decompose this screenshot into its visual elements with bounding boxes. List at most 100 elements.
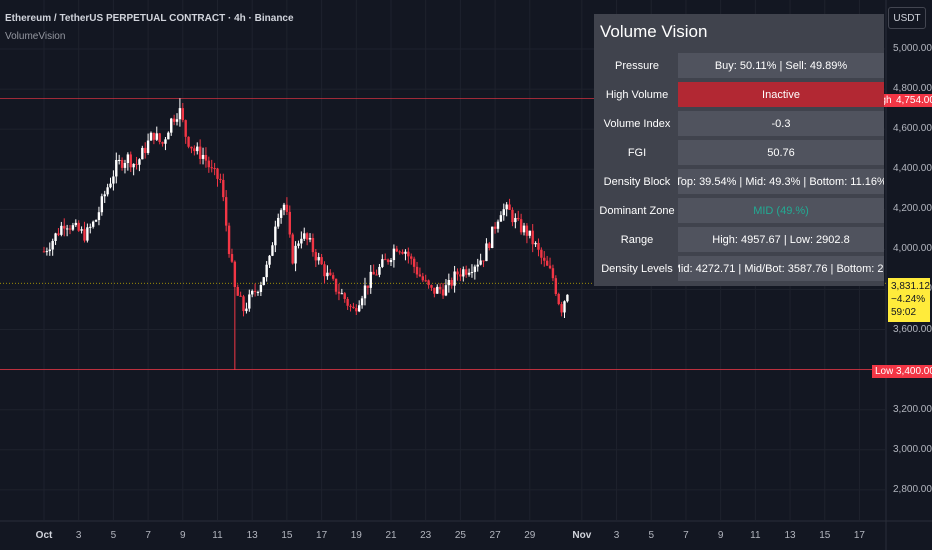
candle-body [470,271,474,273]
candle-body [430,285,433,288]
candle-body [508,204,511,210]
price-tick-label: 4,600.00 [893,123,932,135]
candle-body [424,280,427,282]
candle-body [384,259,387,261]
candle-body [222,179,225,198]
candle-body [303,233,306,239]
panel-row-label: Range [620,233,654,246]
panel-row-label: Dominant Zone [599,204,675,217]
candle-body [294,245,297,264]
candle-body [129,154,132,168]
candle-body [305,233,309,240]
candle-body [395,248,398,252]
panel-row-label: Density Block [603,175,671,188]
high-price-tag: 4,754.00 [893,94,932,107]
candle-body [357,305,361,312]
candle-body [117,159,121,161]
candle-body [418,274,422,277]
candle-body [464,269,468,275]
candle-body [109,183,112,188]
candle-body [103,194,106,197]
candle-body [97,212,101,221]
candle-body [548,265,552,269]
candle-body [340,293,344,295]
candle-body [259,284,263,292]
candle-body [204,154,208,161]
candle-body [378,266,381,275]
candle-body [279,210,283,218]
candle-body [230,254,234,262]
candle-body [404,251,407,254]
candle-body [522,225,526,233]
candle-body [410,256,413,259]
candle-body [447,280,451,286]
candle-body [366,285,370,288]
price-tick-label: 3,000.00 [893,443,932,455]
candle-body [161,142,164,144]
candle-body [459,274,462,277]
price-tick-label: 4,000.00 [893,243,932,255]
price-tick-label: 3,600.00 [893,323,932,335]
candle-body [210,167,213,169]
panel-title: Volume Vision [600,22,708,41]
candle-body [323,264,326,277]
candle-body [297,243,300,246]
candle-body [308,237,312,240]
panel-row-value: Buy: 50.11% | Sell: 49.89% [678,53,884,78]
indicator-name[interactable]: VolumeVision [5,31,66,42]
date-tick-label: 27 [489,530,501,541]
candle-body [167,132,170,140]
panel-row-value: Top/Mid: 4272.71 | Mid/Bot: 3587.76 | Bo… [678,256,884,281]
candle-body [543,257,546,261]
candle-body [274,226,277,246]
candle-body [360,298,364,306]
candle-body [190,146,193,149]
date-tick-label: 7 [683,530,689,541]
candle-body [141,147,144,160]
date-tick-label: 29 [524,530,536,541]
candle-body [83,229,86,241]
candle-body [201,154,205,159]
candle-body [462,269,465,277]
price-tick-label: 4,400.00 [893,163,932,175]
candle-body [248,294,251,309]
candle-body [100,196,104,213]
candle-body [155,133,158,140]
panel-row-label: Density Levels [601,262,673,275]
candle-body [453,271,456,286]
candle-body [77,222,80,231]
candle-body [245,308,248,312]
candle-body [242,296,245,312]
candle-body [441,289,445,296]
candle-body [60,225,63,235]
candle-body [45,251,49,253]
date-tick-label: 21 [385,530,397,541]
currency-button[interactable]: USDT [888,7,926,29]
candle-body [138,159,141,165]
candle-body [412,258,416,267]
candle-body [311,237,315,253]
candle-body [450,280,453,286]
candle-body [277,217,280,227]
candle-body [291,234,294,264]
candle-body [285,204,289,212]
date-tick-label: 23 [420,530,432,541]
candle-body [317,257,320,261]
candle-body [563,301,566,313]
candle-body [239,295,242,297]
candle-body [42,251,46,253]
candle-body [170,118,173,133]
candle-body [236,286,239,296]
date-tick-label: 15 [281,530,293,541]
candle-body [152,132,156,140]
date-tick-label: 3 [75,530,82,541]
panel-row-value: MID (49.%) [678,198,884,223]
candle-body [557,294,560,305]
candle-body [320,257,323,265]
panel-row-label: Pressure [614,59,660,72]
candle-body [126,154,130,163]
date-tick-label: 13 [246,530,258,541]
price-tick-label: 4,200.00 [893,203,932,215]
candle-body [456,271,459,275]
candle-body [120,159,124,168]
